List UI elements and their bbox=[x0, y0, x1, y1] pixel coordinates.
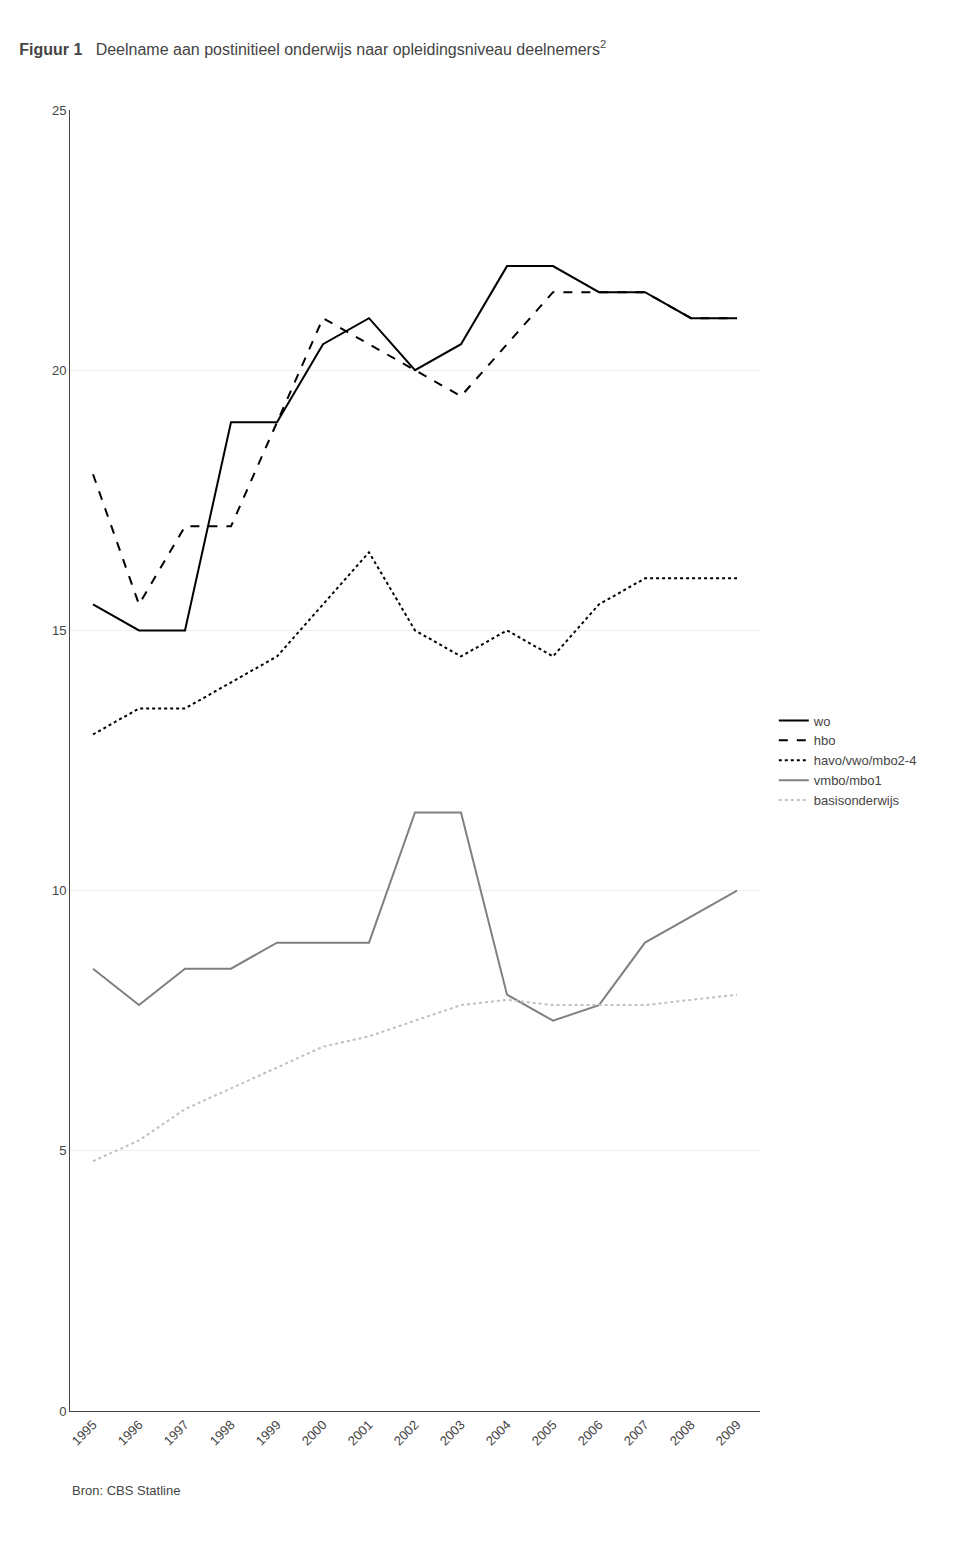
svg-text:10: 10 bbox=[52, 883, 66, 898]
svg-text:Bron: CBS Statline: Bron: CBS Statline bbox=[72, 1483, 180, 1498]
svg-text:wo: wo bbox=[813, 714, 831, 729]
svg-text:2008: 2008 bbox=[667, 1417, 698, 1448]
svg-text:1996: 1996 bbox=[115, 1417, 146, 1448]
svg-text:20: 20 bbox=[52, 363, 66, 378]
svg-text:2001: 2001 bbox=[345, 1417, 376, 1448]
svg-text:2005: 2005 bbox=[529, 1417, 560, 1448]
svg-text:2000: 2000 bbox=[299, 1417, 330, 1448]
svg-text:15: 15 bbox=[52, 623, 66, 638]
svg-text:25: 25 bbox=[52, 103, 66, 118]
svg-text:hbo: hbo bbox=[814, 733, 836, 748]
svg-text:2004: 2004 bbox=[483, 1417, 514, 1448]
svg-text:1997: 1997 bbox=[161, 1417, 192, 1448]
svg-text:2003: 2003 bbox=[437, 1417, 468, 1448]
svg-text:1999: 1999 bbox=[253, 1417, 284, 1448]
svg-text:1998: 1998 bbox=[207, 1417, 238, 1448]
svg-text:Figuur 1 Deelname aan postin: Figuur 1 Deelname aan postinitieel onder… bbox=[19, 38, 606, 58]
svg-text:2002: 2002 bbox=[391, 1417, 422, 1448]
svg-text:1995: 1995 bbox=[69, 1417, 100, 1448]
svg-text:basisonderwijs: basisonderwijs bbox=[814, 793, 900, 808]
svg-text:2007: 2007 bbox=[621, 1417, 652, 1448]
svg-text:5: 5 bbox=[59, 1143, 66, 1158]
svg-text:vmbo/mbo1: vmbo/mbo1 bbox=[814, 773, 882, 788]
svg-text:2009: 2009 bbox=[713, 1417, 744, 1448]
svg-text:2006: 2006 bbox=[575, 1417, 606, 1448]
svg-text:0: 0 bbox=[59, 1404, 66, 1419]
svg-text:havo/vwo/mbo2-4: havo/vwo/mbo2-4 bbox=[814, 753, 917, 768]
